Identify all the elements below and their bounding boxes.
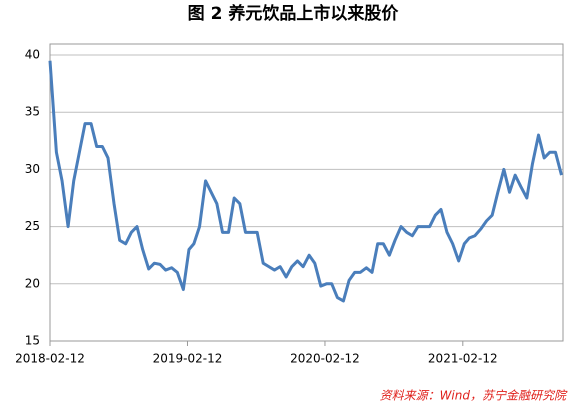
x-tick-label: 2018-02-12 <box>15 352 85 366</box>
y-tick-label: 25 <box>25 219 40 233</box>
y-tick-label: 40 <box>25 48 40 62</box>
y-tick-label: 20 <box>25 276 40 290</box>
x-tick-label: 2019-02-12 <box>153 352 223 366</box>
y-tick-label: 30 <box>25 162 40 176</box>
x-tick-label: 2021-02-12 <box>428 352 498 366</box>
source-note: 资料来源：Wind，苏宁金融研究院 <box>380 389 568 403</box>
x-tick-label: 2020-02-12 <box>290 352 360 366</box>
chart-title: 图 2 养元饮品上市以来股价 <box>188 3 400 24</box>
y-tick-label: 15 <box>25 334 40 348</box>
y-tick-label: 35 <box>25 105 40 119</box>
plot-frame <box>49 43 564 342</box>
price-line <box>48 60 563 303</box>
